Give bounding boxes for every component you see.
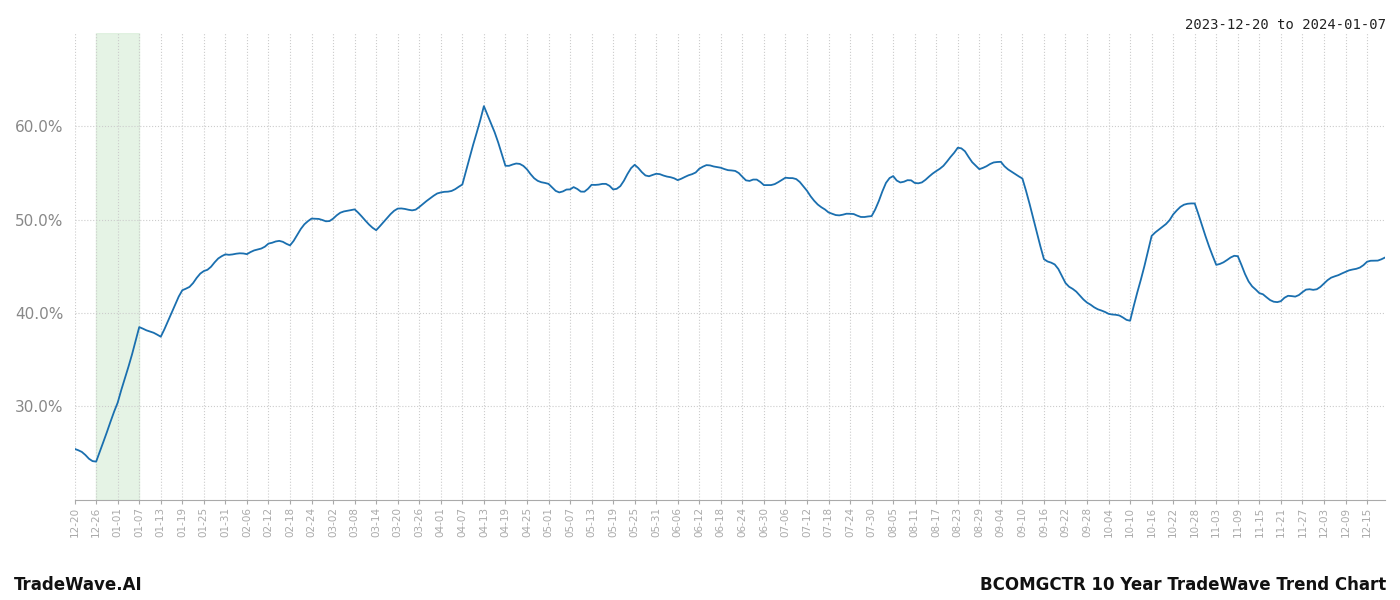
Text: 2023-12-20 to 2024-01-07: 2023-12-20 to 2024-01-07 xyxy=(1184,18,1386,32)
Text: TradeWave.AI: TradeWave.AI xyxy=(14,576,143,594)
Text: BCOMGCTR 10 Year TradeWave Trend Chart: BCOMGCTR 10 Year TradeWave Trend Chart xyxy=(980,576,1386,594)
Bar xyxy=(97,33,139,500)
